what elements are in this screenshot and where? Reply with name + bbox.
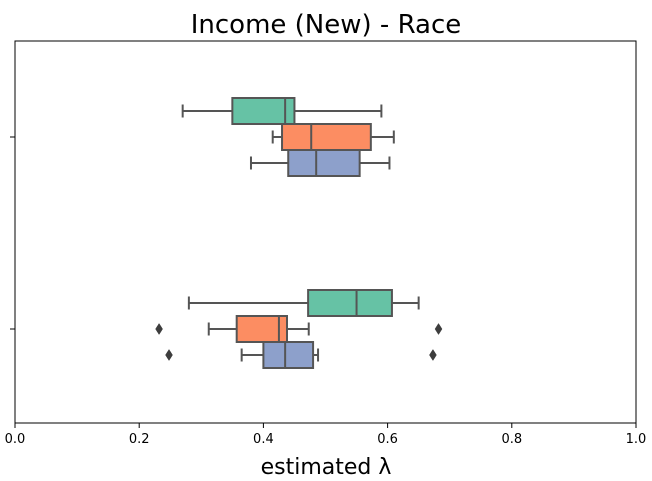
plot-area [14,40,637,424]
x-axis: 0.0 0.2 0.4 0.6 0.8 1.0 [5,423,647,447]
x-tick-label: 0.6 [377,432,398,447]
outlier-point [155,323,163,335]
box-iqr [287,149,361,177]
box-iqr [262,341,315,369]
box-iqr [231,97,296,125]
x-tick-label: 0.0 [5,432,26,447]
box-series [155,97,443,369]
outlier-point [165,349,173,361]
outlier-point [429,349,437,361]
box-1-1 [181,97,383,125]
box-1-2 [271,123,395,151]
chart-title: Income (New) - Race [191,10,462,40]
x-tick-label: 1.0 [626,432,647,447]
x-tick-label: 0.8 [501,432,522,447]
y-axis [10,136,15,330]
x-tick-label: 0.4 [253,432,274,447]
x-tick-label: 0.2 [129,432,150,447]
box-1-3 [249,149,391,177]
box-2-3 [165,341,437,369]
box-2-1 [187,289,420,317]
box-2-2 [155,315,443,343]
box-iqr [281,123,372,151]
x-axis-label: estimated λ [261,455,392,480]
outlier-point [434,323,443,335]
box-iqr [307,289,393,317]
